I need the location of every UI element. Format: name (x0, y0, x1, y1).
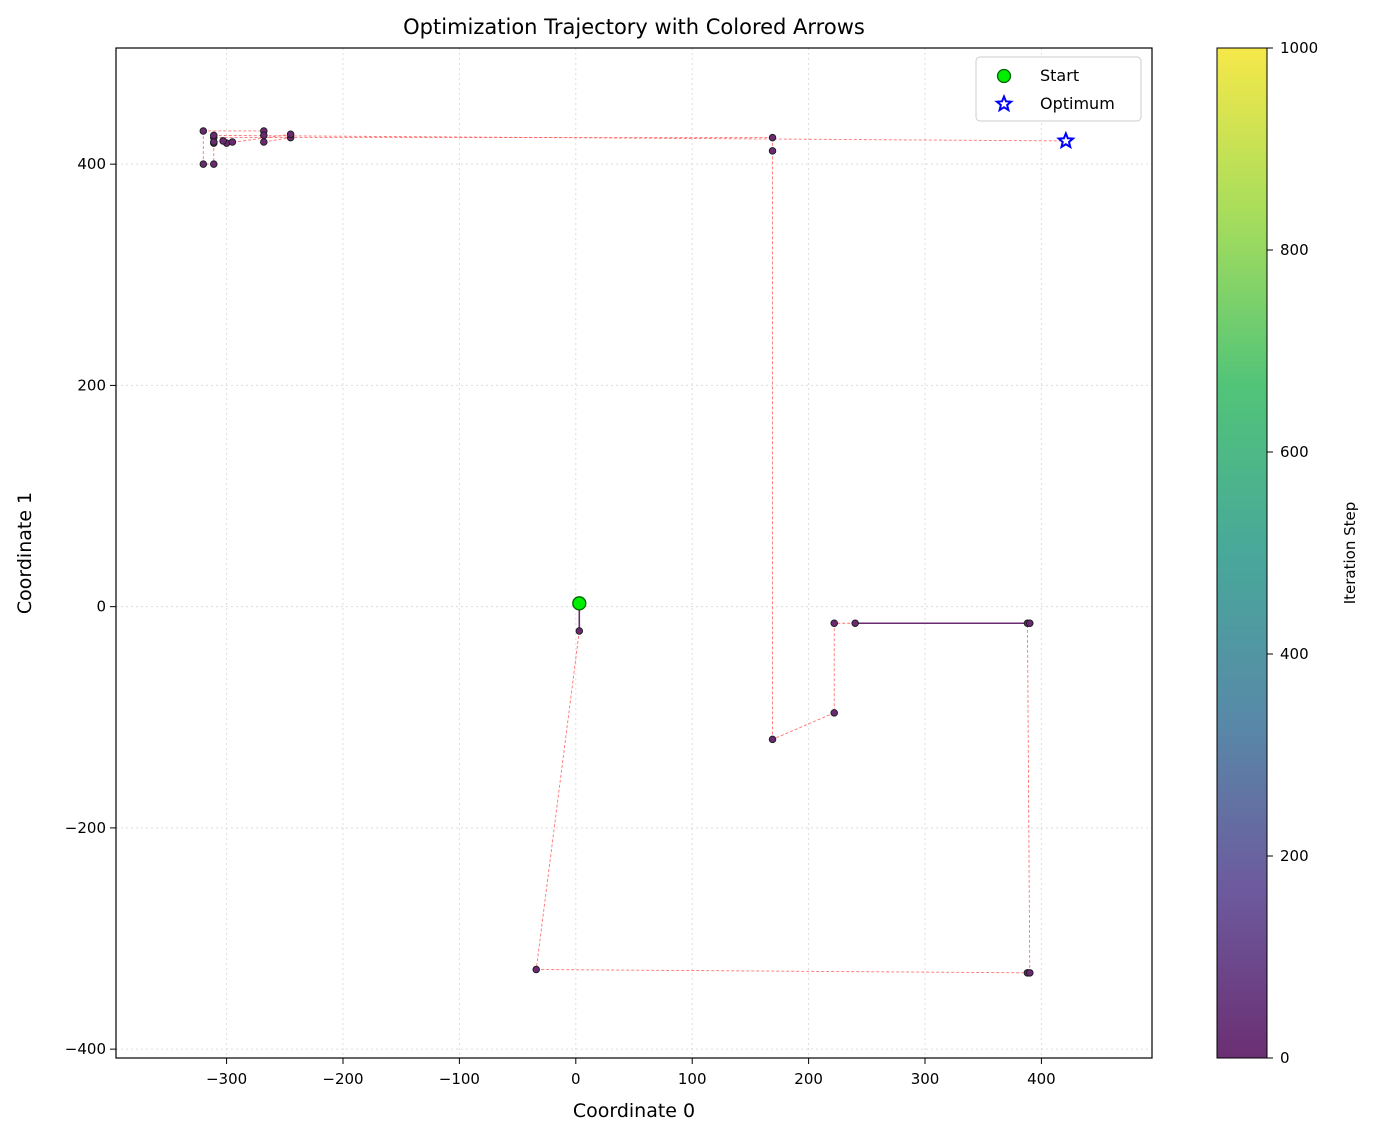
x-tick-label: −100 (439, 1070, 480, 1088)
trajectory-point (768, 133, 777, 142)
legend: Start Optimum (975, 56, 1142, 122)
x-tick-label: 100 (678, 1070, 707, 1088)
trajectory-point (532, 965, 540, 974)
trajectory-segment (535, 630, 580, 970)
grid-lines (116, 48, 1152, 1058)
trajectory-point (1026, 619, 1034, 627)
trajectory-point (210, 138, 218, 146)
x-tick-label: 0 (571, 1070, 581, 1088)
y-ticks: −400 −200 0 200 400 (65, 155, 116, 1058)
colorbar-tick-label: 600 (1280, 443, 1309, 461)
trajectory-point (1026, 969, 1034, 977)
trajectory-point (830, 709, 838, 717)
colorbar-gradient (1216, 47, 1268, 1059)
legend-start-icon (996, 68, 1012, 84)
legend-optimum-label: Optimum (1040, 94, 1115, 113)
chart-title: Optimization Trajectory with Colored Arr… (403, 15, 865, 39)
trajectory-segment (772, 712, 835, 740)
x-tick-label: −200 (322, 1070, 363, 1088)
y-tick-label: −400 (65, 1040, 106, 1058)
colorbar-tick-label: 800 (1280, 241, 1309, 259)
y-tick-label: −200 (65, 819, 106, 837)
trajectory-point (199, 127, 208, 135)
optimum-marker (1056, 130, 1076, 150)
legend-start-label: Start (1040, 66, 1079, 85)
y-axis-label: Coordinate 1 (14, 492, 36, 614)
y-tick-label: 400 (77, 155, 106, 173)
trajectory-point (575, 627, 584, 635)
colorbar-tick-label: 400 (1280, 645, 1309, 663)
x-tick-label: 200 (794, 1070, 823, 1088)
trajectory-point (768, 147, 777, 155)
colorbar-tick-label: 0 (1280, 1049, 1290, 1067)
trajectory-points (199, 127, 1034, 977)
trajectory-point (851, 619, 859, 627)
trajectory-segment (536, 969, 1028, 974)
x-tick-label: −300 (206, 1070, 247, 1088)
x-axis-label: Coordinate 0 (573, 1100, 695, 1122)
trajectory-point (260, 138, 268, 146)
x-ticks: −300 −200 −100 0 100 200 300 400 (206, 1058, 1056, 1088)
trajectory-path (202, 130, 1066, 974)
x-tick-label: 400 (1027, 1070, 1056, 1088)
trajectory-point (286, 130, 295, 139)
trajectory-point (260, 131, 268, 140)
trajectory-point (228, 138, 237, 146)
trajectory-point (830, 619, 838, 627)
colorbar: 0 200 400 600 800 1000 Iteration Step (1216, 39, 1359, 1067)
trajectory-point (210, 160, 218, 168)
legend-optimum-icon (994, 93, 1014, 113)
y-tick-label: 0 (96, 598, 106, 616)
plot-area (115, 47, 1153, 1059)
colorbar-tick-label: 200 (1280, 847, 1309, 865)
colorbar-label: Iteration Step (1341, 502, 1359, 605)
trajectory-segment (213, 134, 1066, 142)
trajectory-point (219, 137, 227, 145)
colorbar-ticks: 0 200 400 600 800 1000 (1267, 39, 1318, 1067)
legend-box (975, 56, 1142, 122)
trajectory-point (199, 160, 208, 168)
start-marker (572, 596, 587, 611)
y-tick-label: 200 (77, 376, 106, 394)
trajectory-point (210, 131, 218, 140)
x-tick-label: 300 (911, 1070, 940, 1088)
trajectory-point (768, 735, 777, 744)
colorbar-tick-label: 1000 (1280, 39, 1318, 57)
trajectory-segment (1026, 623, 1031, 973)
trajectory-segment (263, 137, 291, 143)
